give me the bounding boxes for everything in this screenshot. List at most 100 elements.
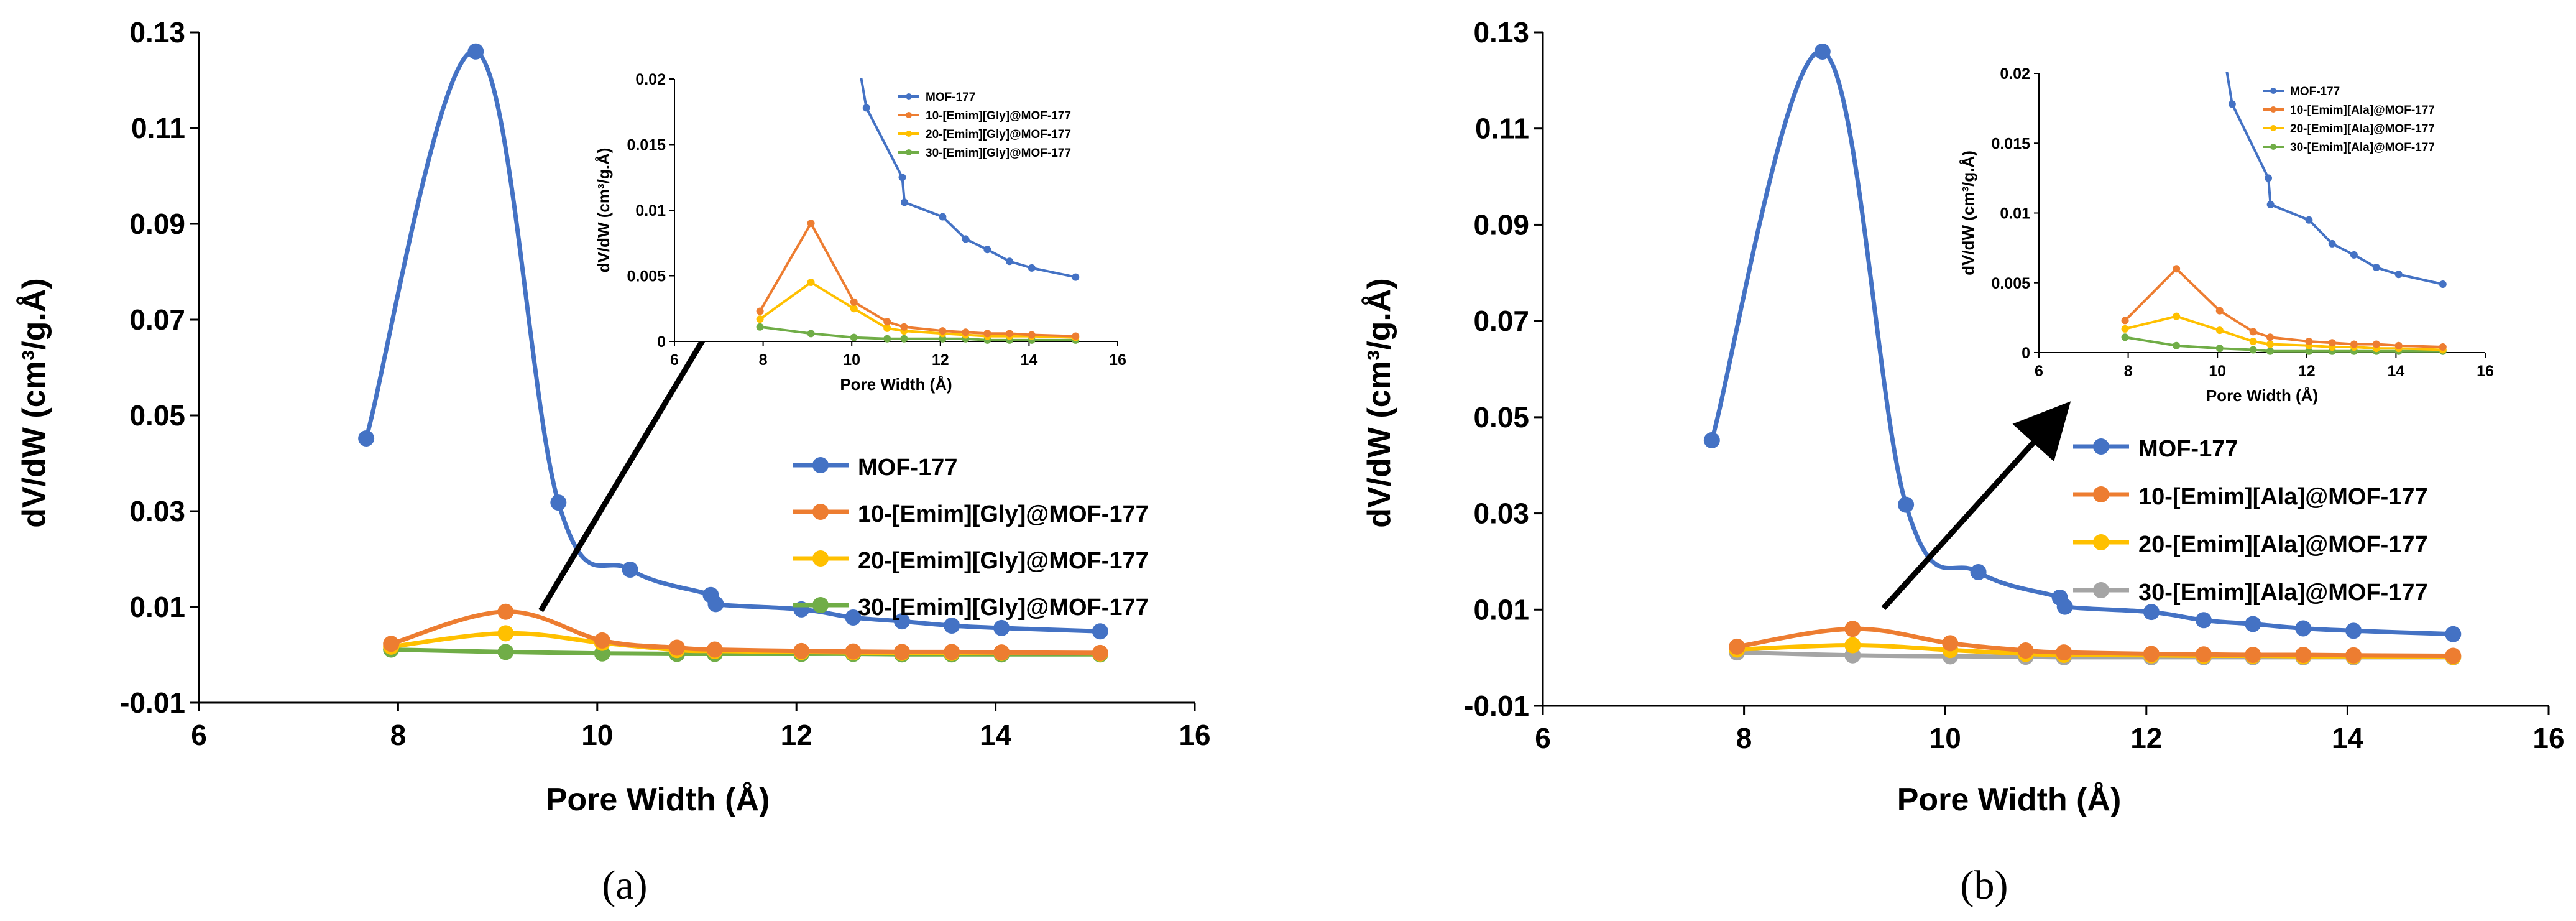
inset-data-point <box>2372 264 2380 272</box>
y-tick-label: -0.01 <box>120 687 185 719</box>
x-tick-label: 12 <box>781 719 812 751</box>
inset-data-point <box>2305 338 2313 346</box>
inset-legend-swatch-marker <box>906 112 912 118</box>
inset-x-tick-label: 10 <box>843 351 860 369</box>
data-point <box>668 639 685 656</box>
inset-y-tick-label: 0.01 <box>2000 205 2030 223</box>
data-point <box>2295 620 2312 637</box>
inset-legend-entry: 20-[Emim][Gly]@MOF-177 <box>926 128 1071 141</box>
inset-data-point <box>2265 174 2273 182</box>
data-point <box>2196 646 2212 663</box>
x-axis-title: Pore Width (Å) <box>1897 782 2122 818</box>
inset-y-tick-label: 0.015 <box>627 137 666 154</box>
x-tick-label: 8 <box>390 719 407 751</box>
inset-data-point <box>939 213 947 221</box>
data-point <box>2143 604 2160 621</box>
inset-data-point <box>2173 341 2181 349</box>
inset-x-tick-label: 12 <box>932 351 949 369</box>
inset-data-point <box>983 246 991 254</box>
inset-legend-entry: 30-[Emim][Ala]@MOF-177 <box>2290 141 2435 154</box>
inset-data-point <box>2173 265 2181 273</box>
series-line <box>1736 626 2454 658</box>
data-point <box>1942 635 1959 652</box>
inset-y-axis-title: dV/dW (cm³/g.Å) <box>1959 150 1977 275</box>
inset-data-point <box>939 335 947 343</box>
legend-swatch-marker <box>812 597 829 613</box>
inset-series-group <box>756 78 1080 344</box>
data-point <box>594 632 610 649</box>
inset-y-tick-label: 0.02 <box>2000 65 2030 83</box>
data-point <box>944 618 960 634</box>
inset-data-point <box>807 220 815 228</box>
inset-data-point <box>2439 343 2447 351</box>
inset-chart: 0 0.005 0.01 0.015 0.02 6 8 10 12 14 16 Pore Width … <box>594 71 1126 394</box>
inset-data-point <box>2266 201 2275 209</box>
data-point <box>2345 622 2362 639</box>
inset-legend-entry: 10-[Emim][Gly]@MOF-177 <box>926 109 1071 123</box>
y-tick-label: 0.13 <box>1473 16 1529 49</box>
y-tick-label: 0.05 <box>1473 401 1529 433</box>
inset-data-point <box>2249 338 2257 346</box>
inset-legend-swatch-marker <box>2270 144 2276 150</box>
inset-legend-swatch-marker <box>2270 106 2276 113</box>
data-point <box>2196 612 2212 629</box>
data-point <box>497 625 514 642</box>
inset-data-point <box>900 323 908 331</box>
inset-y-tick-label: 0.015 <box>1991 135 2030 152</box>
inset-data-point <box>2439 280 2447 288</box>
inset-series-group <box>2121 72 2447 355</box>
inset-data-point <box>901 198 909 206</box>
inset-data-point <box>2121 325 2129 333</box>
x-tick-label: 6 <box>1535 722 1551 754</box>
inset-data-point <box>2394 271 2403 279</box>
inset-data-point <box>939 327 947 335</box>
inset-data-point <box>2215 345 2224 353</box>
data-point <box>1844 621 1861 637</box>
inset-data-point <box>2173 312 2181 320</box>
inset-x-tick-label: 6 <box>2035 363 2043 380</box>
inset-y-tick-label: 0 <box>2022 345 2030 362</box>
y-tick-label: 0.03 <box>1473 498 1529 530</box>
data-point <box>1844 637 1861 654</box>
data-point <box>1092 644 1108 661</box>
inset-legend-entry: 30-[Emim][Gly]@MOF-177 <box>926 147 1071 160</box>
inset-y-tick-label: 0.02 <box>635 71 666 88</box>
data-point <box>944 644 960 660</box>
inset-data-point <box>850 298 858 306</box>
legend-swatch-marker <box>2093 438 2109 455</box>
y-tick-label: 0.01 <box>1473 593 1529 626</box>
data-point <box>993 644 1010 661</box>
x-axis-title: Pore Width (Å) <box>546 782 770 818</box>
inset-data-point <box>2372 340 2380 348</box>
inset-pointer-arrow <box>1881 401 2071 611</box>
data-point <box>467 43 484 60</box>
legend-entry: 30-[Emim][Gly]@MOF-177 <box>858 595 1149 621</box>
y-tick-label: 0.01 <box>129 591 185 623</box>
data-point <box>894 644 911 660</box>
x-tick-label: 14 <box>2332 722 2364 754</box>
inset-data-point <box>1006 330 1014 338</box>
inset-data-point <box>898 174 906 182</box>
y-tick-label: 0.07 <box>1473 305 1529 337</box>
legend-entry: 20-[Emim][Gly]@MOF-177 <box>858 548 1149 574</box>
data-point <box>383 636 400 652</box>
inset-x-axis-title: Pore Width (Å) <box>840 375 952 394</box>
x-tick-label: 16 <box>1179 719 1210 751</box>
legend-entry: 10-[Emim][Gly]@MOF-177 <box>858 501 1149 527</box>
y-tick-label: 0.11 <box>1475 113 1529 145</box>
legend-entry: 30-[Emim][Ala]@MOF-177 <box>2138 580 2428 606</box>
inset-data-point <box>900 335 908 343</box>
inset-x-tick-label: 14 <box>2387 363 2404 380</box>
data-point <box>2445 647 2462 664</box>
data-point <box>1092 623 1108 640</box>
y-tick-label: -0.01 <box>1464 690 1529 722</box>
inset-chart: 0 0.005 0.01 0.015 0.02 6 8 10 12 14 16 Pore Width … <box>1959 65 2494 405</box>
x-tick-label: 8 <box>1736 722 1752 754</box>
x-tick-label: 10 <box>581 719 613 751</box>
data-point <box>622 561 638 578</box>
inset-x-tick-label: 10 <box>2209 363 2226 380</box>
data-point <box>993 619 1010 636</box>
inset-data-point <box>983 330 991 338</box>
data-point <box>1898 496 1915 513</box>
data-point <box>707 596 724 613</box>
